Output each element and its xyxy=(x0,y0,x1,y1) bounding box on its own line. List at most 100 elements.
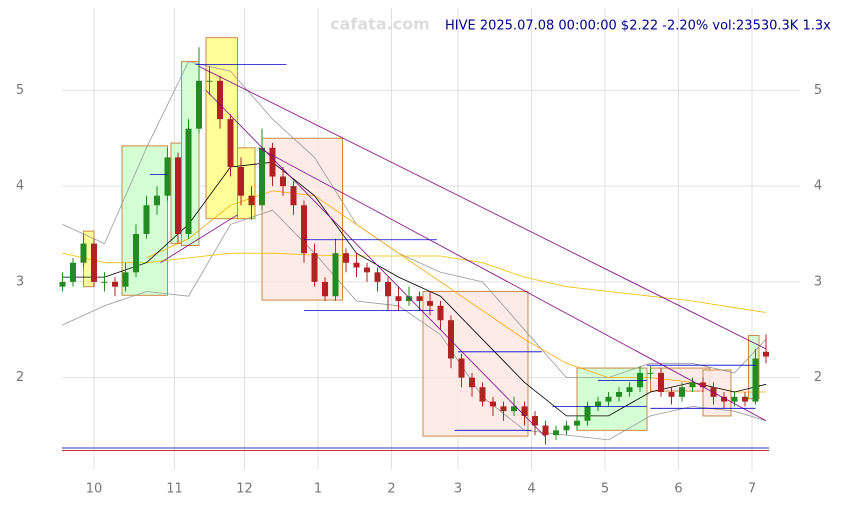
candle-body xyxy=(101,281,108,283)
indicator-line xyxy=(62,209,767,441)
candle-body xyxy=(311,253,318,282)
y-tick-label: 2 xyxy=(814,370,822,385)
candle-body xyxy=(563,425,570,431)
zone xyxy=(576,367,648,431)
candle-body xyxy=(721,396,727,402)
candle-body xyxy=(668,392,675,397)
candle-body xyxy=(122,272,129,287)
candle-body xyxy=(616,392,622,397)
candle-body xyxy=(763,351,769,357)
candle-body xyxy=(710,387,717,397)
trend-line xyxy=(205,90,546,438)
candle-body xyxy=(385,281,391,297)
candle-body xyxy=(80,243,87,263)
y-tick-label: 5 xyxy=(814,83,822,98)
candle-body xyxy=(343,253,349,263)
candle-body xyxy=(469,377,475,388)
candle-body xyxy=(259,147,265,206)
candle-body xyxy=(269,147,276,177)
candle-body xyxy=(584,406,591,421)
x-tick-label: 3 xyxy=(454,482,462,497)
candle-body xyxy=(133,234,139,273)
candle-body xyxy=(647,372,654,374)
candle-body xyxy=(238,166,244,196)
overlay xyxy=(150,64,767,438)
candle-body xyxy=(458,358,465,378)
candle-body xyxy=(154,195,160,206)
trend-line xyxy=(198,66,767,350)
candle-body xyxy=(658,372,664,393)
candle-body xyxy=(626,387,633,393)
trend-line xyxy=(258,147,767,422)
candle-body xyxy=(70,262,76,282)
y-tick-label: 3 xyxy=(16,274,24,289)
candle-body xyxy=(532,415,538,426)
x-tick-label: 11 xyxy=(166,482,183,497)
x-tick-label: 5 xyxy=(601,482,609,497)
candle-body xyxy=(290,186,297,206)
x-tick-label: 6 xyxy=(674,482,682,497)
candle-body xyxy=(406,296,412,302)
candle-body xyxy=(112,281,118,287)
x-tick-label: 2 xyxy=(387,482,395,497)
candle-body xyxy=(353,262,360,268)
candle-body xyxy=(59,281,66,287)
candle-body xyxy=(248,195,255,206)
y-tick-label: 4 xyxy=(16,179,24,194)
candle-body xyxy=(427,301,433,306)
candle-body xyxy=(332,253,339,297)
candle-body xyxy=(595,401,601,407)
candle-body xyxy=(185,128,192,234)
watermark: cafata.com xyxy=(330,15,430,34)
candle-body xyxy=(731,396,738,402)
candle-body xyxy=(500,406,507,412)
candle-body xyxy=(301,205,307,254)
candle-body xyxy=(91,243,97,282)
x-tick-label: 10 xyxy=(86,482,103,497)
candle-body xyxy=(206,80,213,82)
candle-body xyxy=(752,358,759,402)
candle-body xyxy=(217,80,223,120)
candle-body xyxy=(553,430,559,436)
x-tick-label: 1 xyxy=(314,482,322,497)
indicator-line xyxy=(62,161,767,417)
candle-body xyxy=(227,119,234,167)
candle-body xyxy=(143,205,150,234)
candle-body xyxy=(605,396,612,402)
x-tick-label: 4 xyxy=(527,482,535,497)
candle-body xyxy=(521,406,528,416)
candle-body xyxy=(437,305,444,321)
y-tick-label: 2 xyxy=(16,370,24,385)
candle-body xyxy=(574,420,580,426)
zones xyxy=(83,37,760,437)
candle-body xyxy=(689,382,696,388)
candle-body xyxy=(700,382,706,388)
indicator-line xyxy=(62,61,767,378)
candle-body xyxy=(511,406,517,412)
trend-line xyxy=(160,214,238,264)
candle-body xyxy=(742,396,748,402)
candles xyxy=(59,47,769,445)
candle-body xyxy=(374,272,381,282)
candle-body xyxy=(164,157,171,196)
candle-body xyxy=(479,387,486,402)
candle-body xyxy=(542,425,549,436)
indicator-line xyxy=(62,252,767,313)
y-tick-label: 3 xyxy=(814,274,822,289)
candle-body xyxy=(490,401,496,407)
y-tick-label: 5 xyxy=(16,83,24,98)
candle-body xyxy=(416,296,423,302)
candle-body xyxy=(280,176,286,187)
y-tick-label: 4 xyxy=(814,179,822,194)
candle-body xyxy=(196,80,202,129)
candle-body xyxy=(175,157,181,234)
candle-body xyxy=(364,267,370,273)
x-tick-label: 12 xyxy=(236,482,253,497)
candle-body xyxy=(679,387,685,397)
chart-title: HIVE 2025.07.08 00:00:00 $2.22 -2.20% vo… xyxy=(445,19,831,34)
candle-body xyxy=(637,372,643,388)
candle-body xyxy=(395,296,402,302)
candle-body xyxy=(322,281,328,297)
x-tick-label: 7 xyxy=(748,482,756,497)
